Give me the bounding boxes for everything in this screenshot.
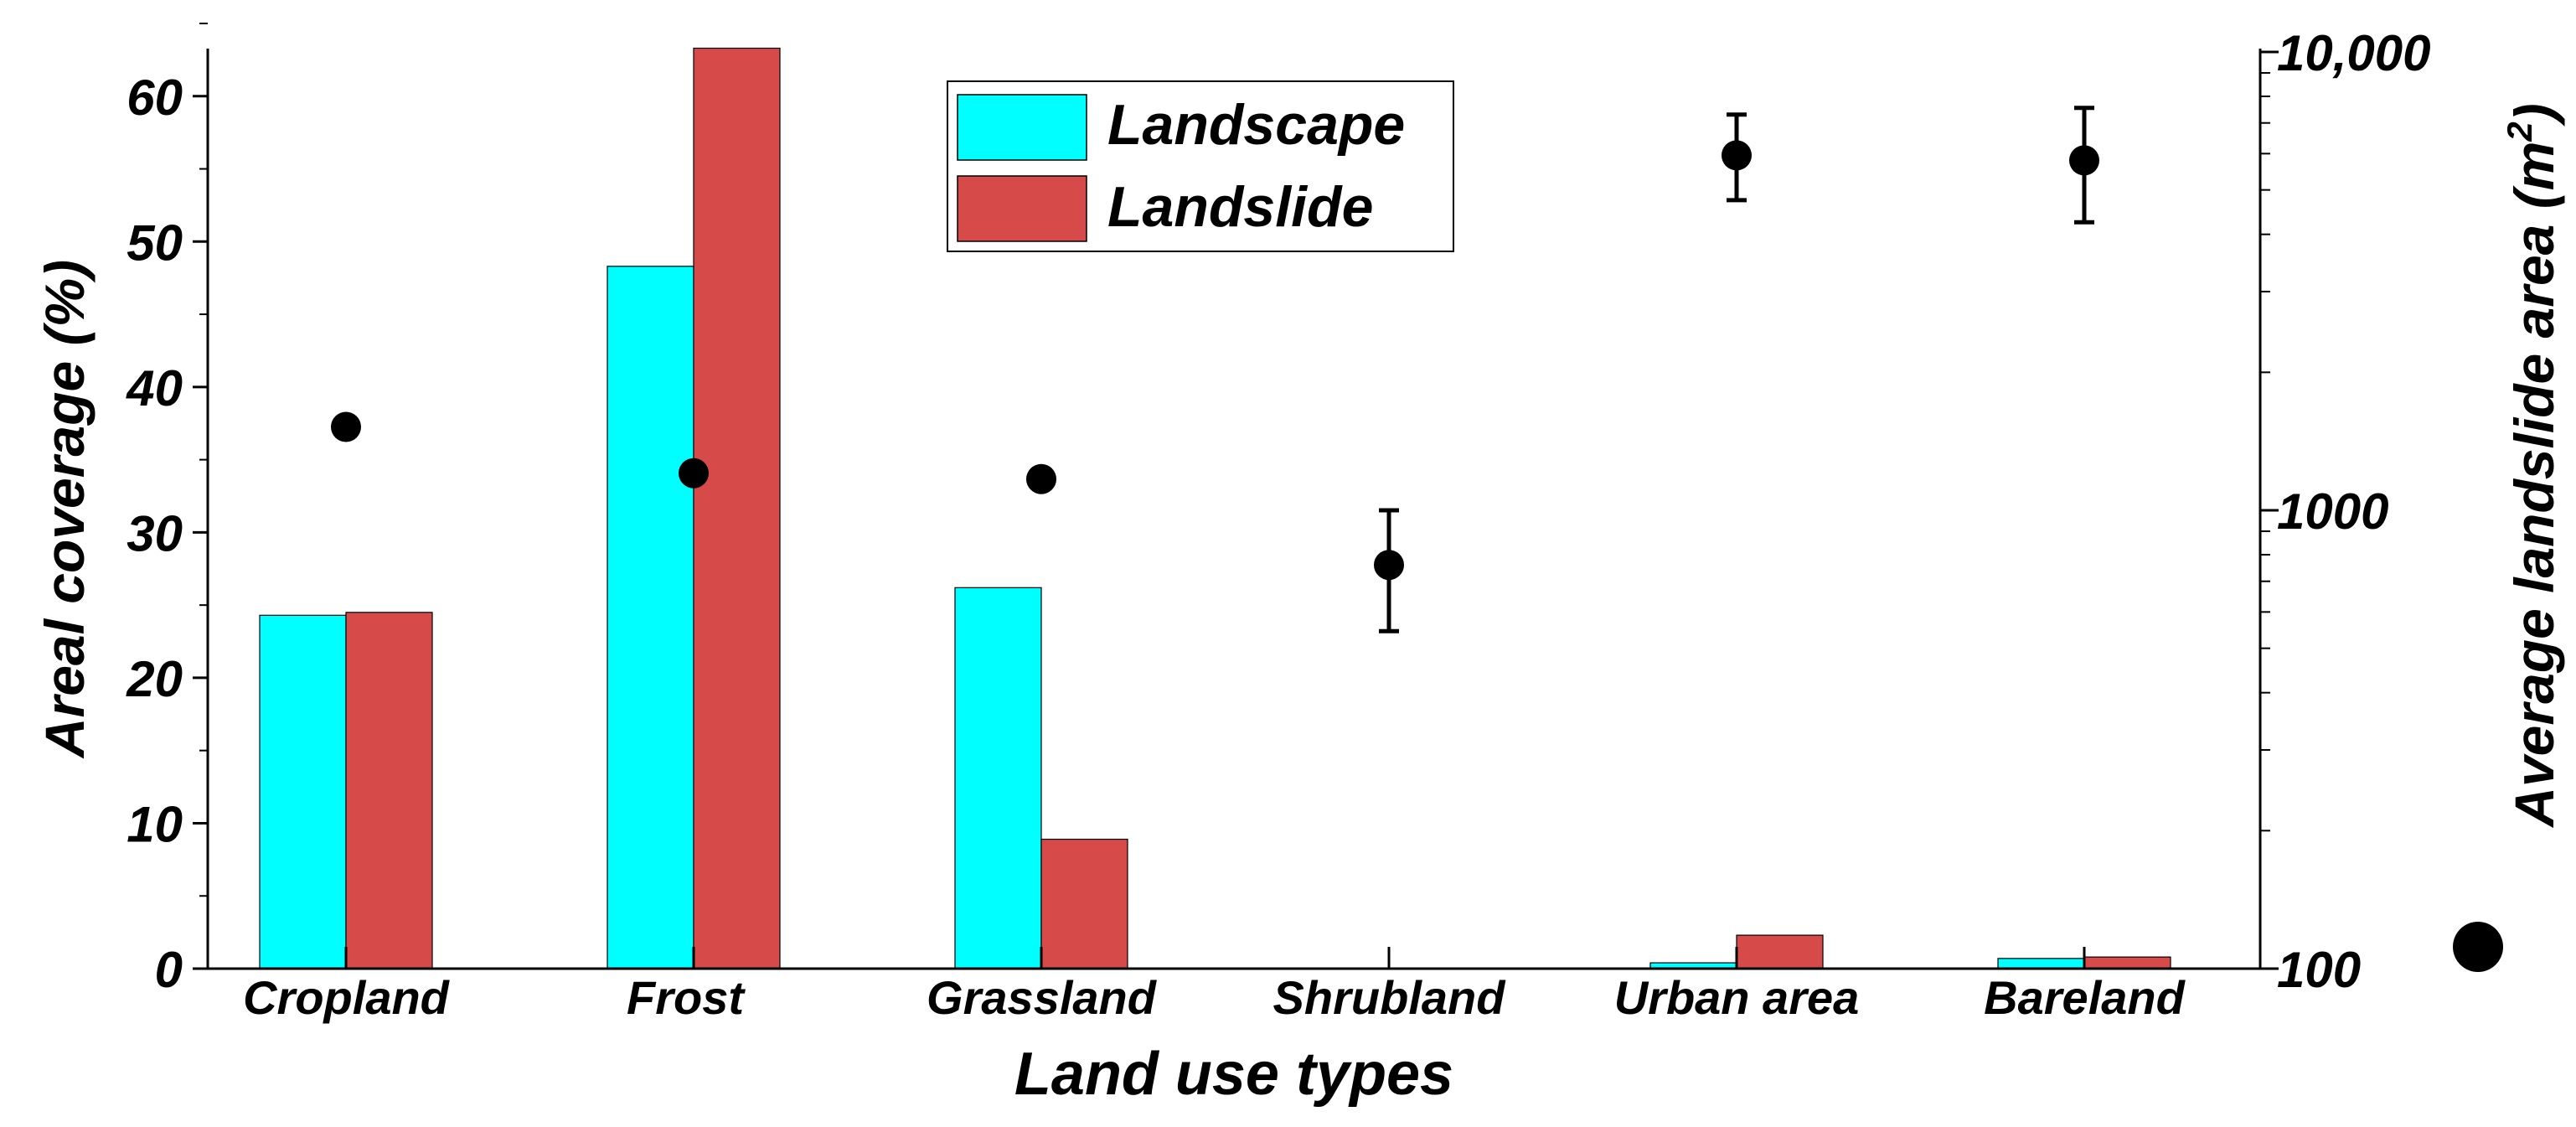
bar-landslide-cropland: [345, 612, 433, 969]
bars-layer: [259, 47, 2171, 969]
x-tick-label-shrubland: Shrubland: [1273, 971, 1507, 1024]
bar-landscape-bareland: [1997, 958, 2085, 969]
x-tick-label-bareland: Bareland: [1984, 971, 2186, 1024]
bar-landscape-frost: [607, 266, 694, 969]
point-grassland: [1026, 463, 1056, 494]
x-tick-label-frost: Frost: [627, 971, 746, 1024]
y2-axis-title-sup: 2: [2500, 121, 2539, 142]
y-tick-label-0: 0: [155, 942, 183, 998]
y2-tick-label-10000: 10,000: [2277, 25, 2431, 81]
legend-swatch-landslide: [957, 175, 1087, 242]
bar-landslide-bareland: [2083, 956, 2171, 969]
y-tick-label-10: 10: [126, 796, 183, 852]
point-shrubland: [1374, 550, 1404, 581]
y2-axis-title-main: Average landslide area (m: [2503, 142, 2565, 829]
legend-label-landscape: Landscape: [1107, 93, 1405, 157]
x-axis-title: Land use types: [1014, 1041, 1453, 1108]
bar-landscape-cropland: [259, 614, 347, 969]
legend: Landscape Landslide: [947, 80, 1454, 252]
points-layer: [331, 106, 2099, 633]
y2-axis-title: Average landslide area (m2): [2500, 103, 2565, 828]
point-bareland: [2069, 145, 2099, 176]
y-tick-label-30: 30: [126, 505, 183, 561]
point-cropland: [331, 411, 361, 442]
legend-label-landslide: Landslide: [1107, 175, 1373, 239]
y2-axis-marker: [2453, 922, 2503, 972]
y2-tick-label-1000: 1000: [2277, 483, 2388, 540]
y-tick-label-20: 20: [126, 651, 183, 707]
point-urban-area: [1722, 140, 1752, 171]
bar-landslide-grassland: [1040, 838, 1128, 969]
y-tick-label-60: 60: [126, 70, 183, 126]
bar-landslide-urban-area: [1736, 934, 1824, 969]
y2-tick-label-100: 100: [2277, 942, 2361, 998]
x-tick-label-cropland: Cropland: [243, 971, 451, 1024]
y-tick-label-50: 50: [126, 215, 183, 271]
x-tick-label-urban-area: Urban area: [1614, 971, 1860, 1024]
bar-landscape-grassland: [954, 587, 1042, 969]
x-tick-label-grassland: Grassland: [927, 971, 1158, 1024]
ticks-layer: 0 10 20 30 40 50 60 100 1000 10,000 Cropland Frost G…: [126, 23, 2431, 1024]
bar-landslide-frost: [693, 47, 781, 969]
y-tick-label-40: 40: [126, 360, 183, 416]
legend-swatch-landscape: [957, 94, 1087, 161]
y-axis-title: Areal coverage (%): [34, 260, 96, 759]
point-frost: [679, 458, 709, 489]
axes-layer: [206, 49, 2262, 970]
